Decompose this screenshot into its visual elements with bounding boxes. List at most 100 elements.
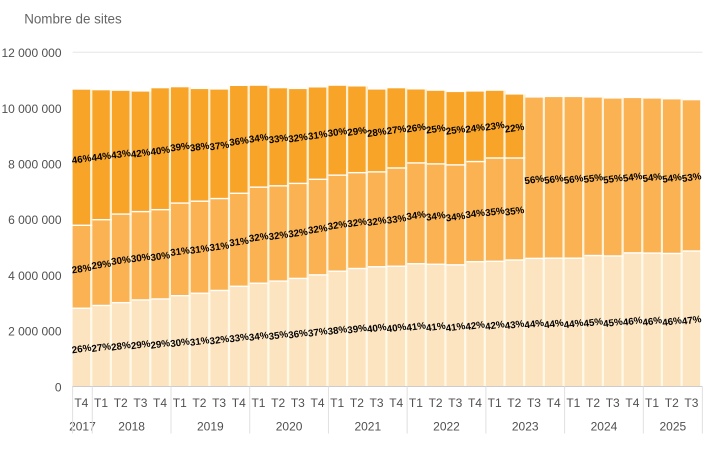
- svg-text:27%: 27%: [91, 341, 112, 355]
- svg-text:T4: T4: [74, 396, 88, 410]
- svg-text:T4: T4: [547, 396, 561, 410]
- svg-text:43%: 43%: [504, 319, 525, 333]
- svg-text:8 000 000: 8 000 000: [8, 158, 62, 172]
- svg-text:44%: 44%: [91, 151, 112, 165]
- svg-text:37%: 37%: [209, 140, 230, 154]
- svg-text:31%: 31%: [189, 243, 210, 257]
- svg-text:32%: 32%: [288, 132, 309, 146]
- svg-text:T3: T3: [606, 396, 620, 410]
- svg-text:40%: 40%: [366, 322, 387, 336]
- svg-text:54%: 54%: [662, 172, 683, 186]
- svg-text:T3: T3: [291, 396, 305, 410]
- svg-text:T3: T3: [212, 396, 226, 410]
- svg-text:T3: T3: [370, 396, 384, 410]
- svg-text:T3: T3: [527, 396, 541, 410]
- svg-text:2023: 2023: [512, 420, 539, 434]
- svg-text:T1: T1: [645, 396, 659, 410]
- svg-text:2017: 2017: [69, 420, 96, 434]
- svg-text:31%: 31%: [189, 335, 210, 349]
- svg-text:28%: 28%: [111, 340, 132, 354]
- svg-text:38%: 38%: [327, 324, 348, 338]
- svg-text:40%: 40%: [386, 322, 407, 336]
- svg-text:2022: 2022: [433, 420, 460, 434]
- svg-text:46%: 46%: [662, 315, 683, 329]
- svg-text:36%: 36%: [229, 135, 250, 149]
- svg-text:30%: 30%: [111, 254, 132, 268]
- svg-text:T4: T4: [625, 396, 639, 410]
- svg-text:26%: 26%: [406, 122, 427, 136]
- svg-text:T2: T2: [586, 396, 600, 410]
- svg-text:35%: 35%: [268, 329, 289, 343]
- svg-text:31%: 31%: [170, 245, 191, 259]
- svg-text:30%: 30%: [327, 126, 348, 140]
- svg-text:23%: 23%: [484, 120, 505, 134]
- svg-text:T1: T1: [409, 396, 423, 410]
- svg-text:T2: T2: [507, 396, 521, 410]
- svg-text:35%: 35%: [484, 206, 505, 220]
- svg-text:32%: 32%: [268, 229, 289, 243]
- svg-text:12 000 000: 12 000 000: [1, 46, 61, 60]
- svg-text:25%: 25%: [425, 123, 446, 137]
- svg-text:41%: 41%: [425, 321, 446, 335]
- svg-text:2019: 2019: [197, 420, 224, 434]
- svg-text:T2: T2: [192, 396, 206, 410]
- svg-text:46%: 46%: [642, 315, 663, 329]
- svg-text:4 000 000: 4 000 000: [8, 269, 62, 283]
- svg-text:54%: 54%: [622, 171, 643, 185]
- svg-text:40%: 40%: [150, 145, 171, 159]
- svg-text:T2: T2: [429, 396, 443, 410]
- svg-text:46%: 46%: [622, 315, 643, 329]
- svg-text:26%: 26%: [71, 343, 92, 357]
- svg-text:T3: T3: [133, 396, 147, 410]
- svg-text:T2: T2: [350, 396, 364, 410]
- svg-text:25%: 25%: [445, 124, 466, 138]
- svg-text:T2: T2: [114, 396, 128, 410]
- svg-text:T1: T1: [94, 396, 108, 410]
- svg-text:33%: 33%: [386, 213, 407, 227]
- svg-text:53%: 53%: [681, 171, 702, 185]
- svg-text:44%: 44%: [563, 318, 584, 332]
- svg-text:56%: 56%: [543, 173, 564, 187]
- svg-text:42%: 42%: [130, 147, 151, 161]
- svg-text:29%: 29%: [150, 338, 171, 352]
- svg-text:41%: 41%: [406, 320, 427, 334]
- svg-text:34%: 34%: [445, 211, 466, 225]
- svg-text:T4: T4: [232, 396, 246, 410]
- svg-text:T2: T2: [665, 396, 679, 410]
- svg-text:34%: 34%: [248, 132, 269, 146]
- svg-text:55%: 55%: [583, 172, 604, 186]
- svg-text:22%: 22%: [504, 122, 525, 136]
- svg-text:54%: 54%: [642, 171, 663, 185]
- svg-text:44%: 44%: [543, 318, 564, 332]
- svg-text:32%: 32%: [366, 215, 387, 229]
- svg-text:2 000 000: 2 000 000: [8, 325, 62, 339]
- svg-text:T1: T1: [488, 396, 502, 410]
- svg-text:41%: 41%: [445, 321, 466, 335]
- svg-text:44%: 44%: [524, 318, 545, 332]
- svg-text:32%: 32%: [307, 223, 328, 237]
- svg-text:34%: 34%: [425, 210, 446, 224]
- svg-text:T2: T2: [271, 396, 285, 410]
- svg-text:T1: T1: [566, 396, 580, 410]
- svg-text:32%: 32%: [327, 219, 348, 233]
- svg-text:42%: 42%: [465, 319, 486, 333]
- svg-text:0: 0: [55, 380, 62, 394]
- svg-text:33%: 33%: [268, 133, 289, 147]
- svg-text:33%: 33%: [229, 332, 250, 346]
- svg-text:43%: 43%: [111, 148, 132, 162]
- svg-text:28%: 28%: [71, 263, 92, 277]
- svg-text:30%: 30%: [130, 252, 151, 266]
- svg-text:37%: 37%: [307, 326, 328, 340]
- svg-text:55%: 55%: [603, 173, 624, 187]
- svg-text:35%: 35%: [504, 205, 525, 219]
- svg-text:Nombre de sites: Nombre de sites: [24, 11, 122, 26]
- svg-text:32%: 32%: [209, 334, 230, 348]
- svg-text:34%: 34%: [248, 330, 269, 344]
- svg-text:T4: T4: [389, 396, 403, 410]
- svg-text:T3: T3: [448, 396, 462, 410]
- svg-text:32%: 32%: [347, 216, 368, 230]
- svg-text:29%: 29%: [130, 339, 151, 353]
- svg-text:2024: 2024: [591, 420, 618, 434]
- svg-text:46%: 46%: [71, 153, 92, 167]
- svg-text:31%: 31%: [307, 129, 328, 143]
